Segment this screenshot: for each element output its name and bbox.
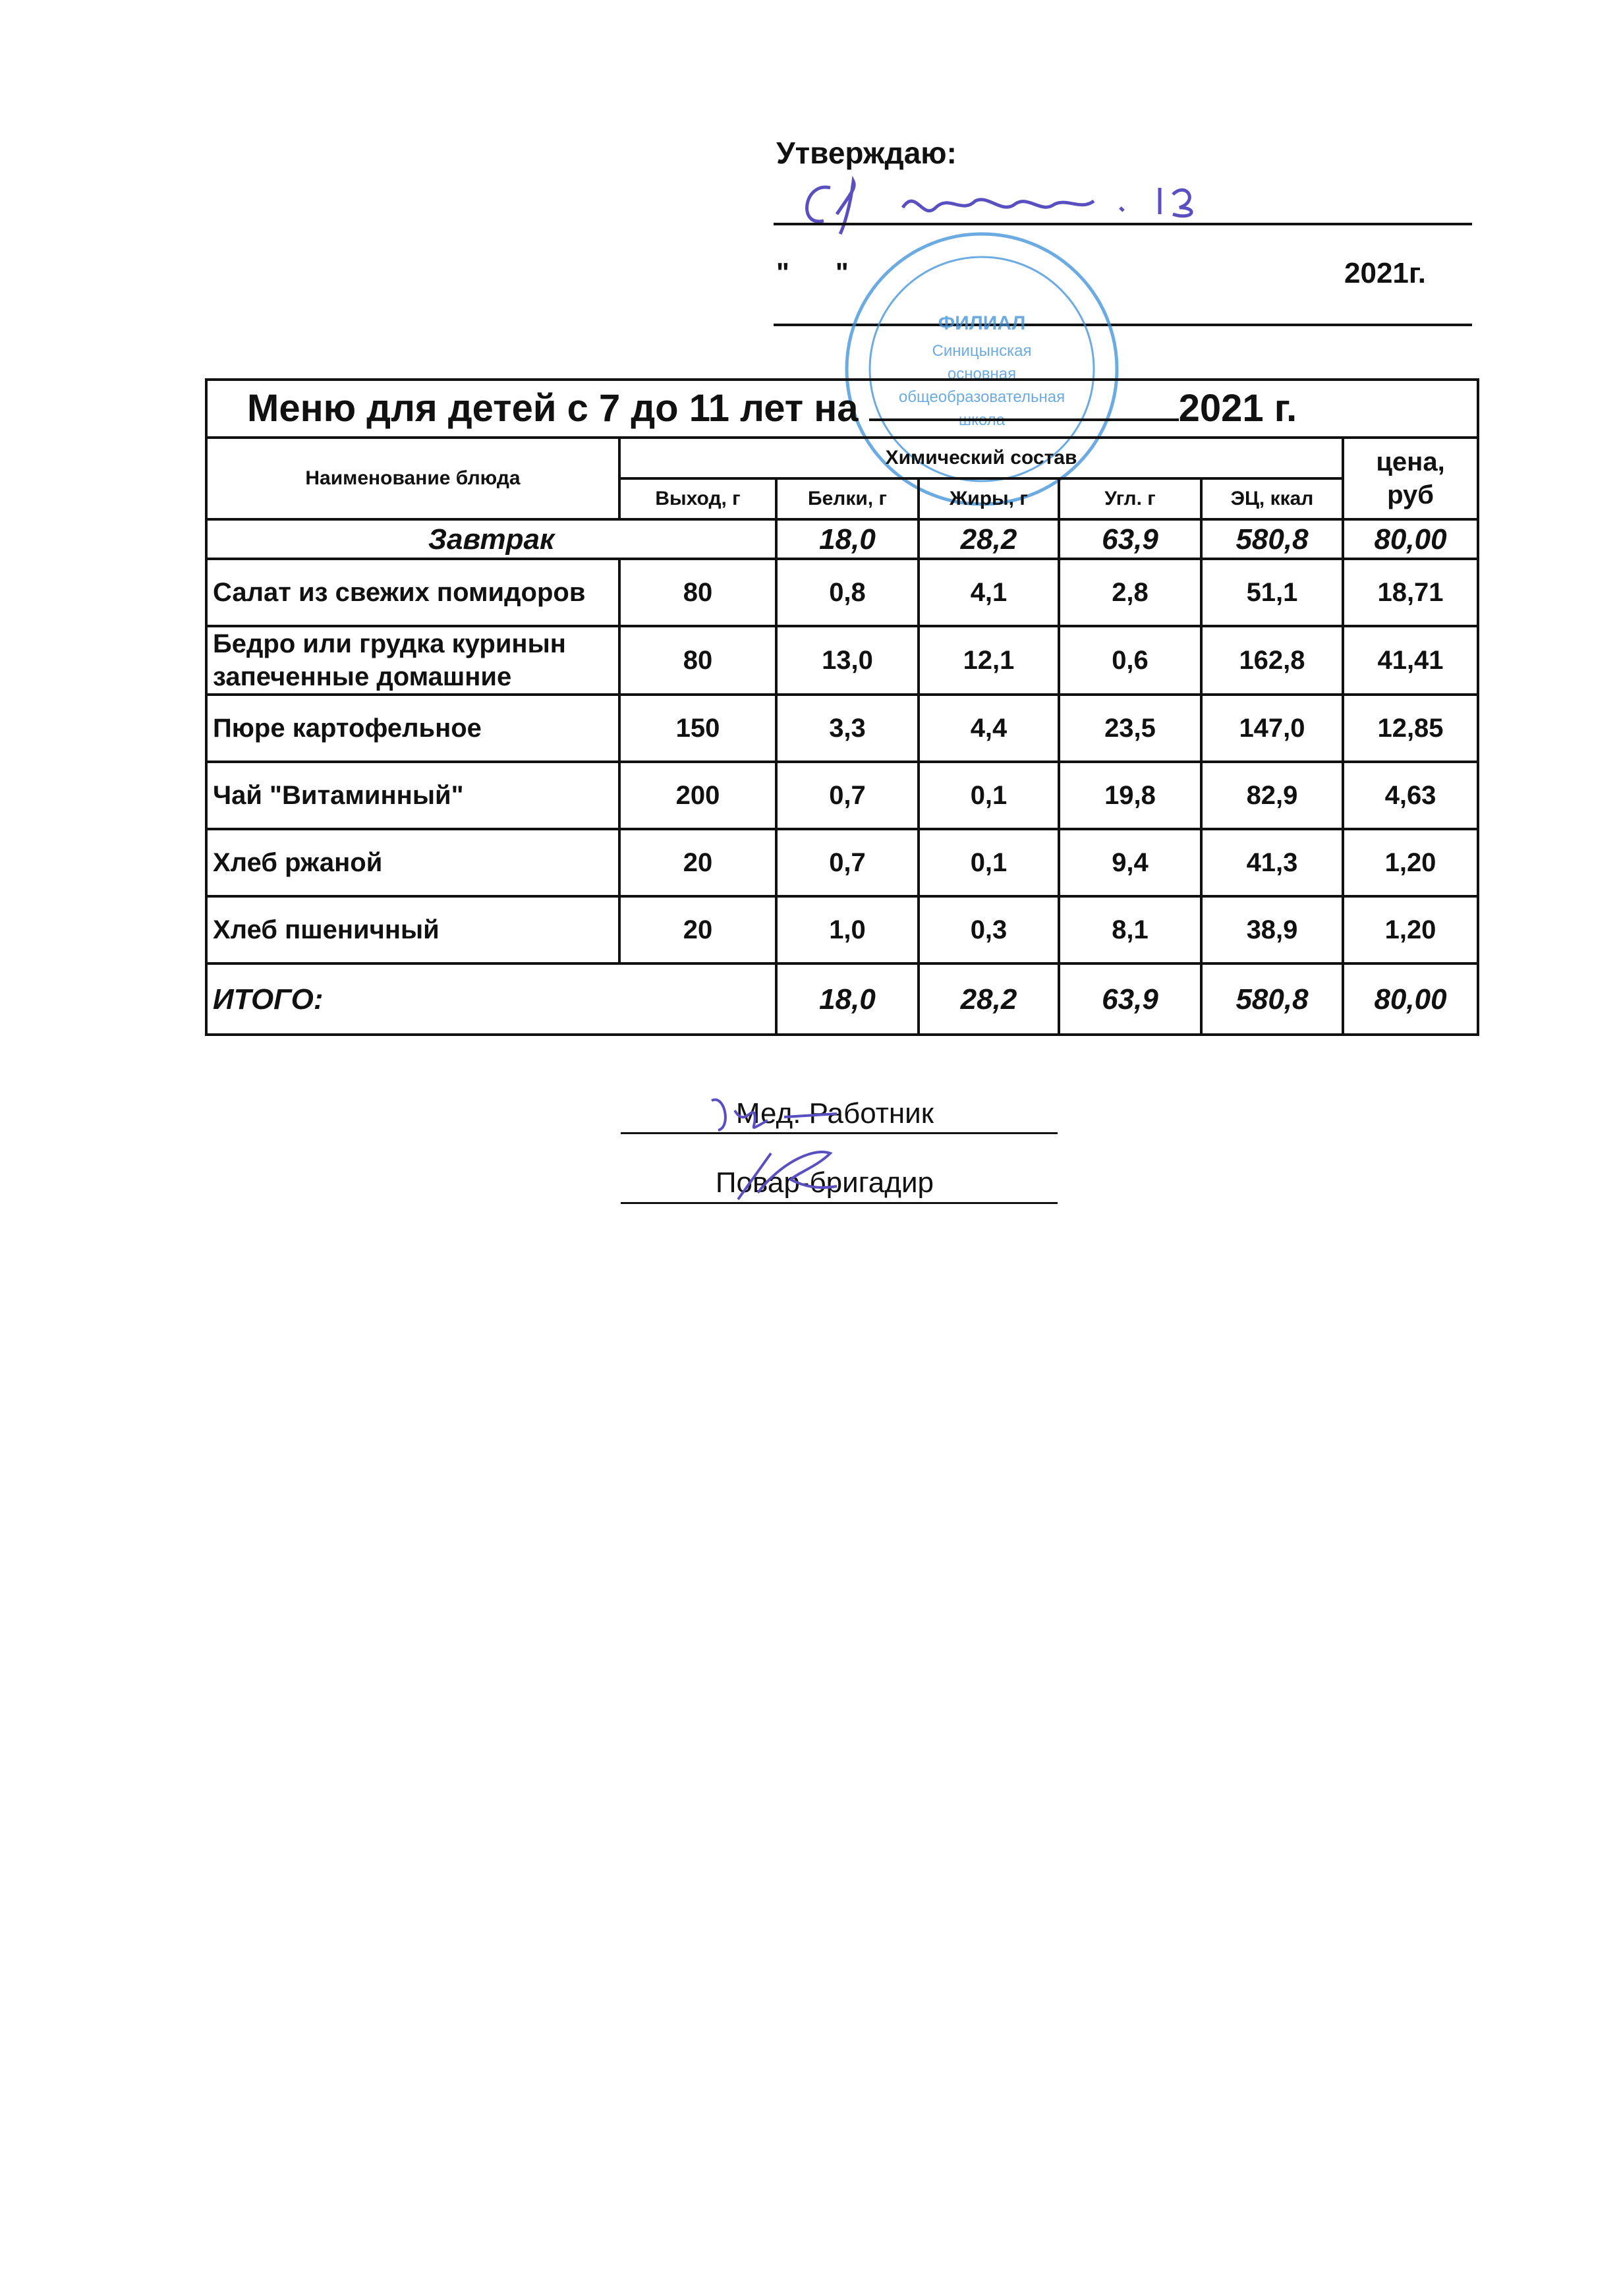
cell-yield: 20: [618, 895, 778, 965]
approval-year: 2021г.: [1344, 257, 1427, 289]
cell-carbs: 2,8: [1058, 558, 1203, 627]
cell-carbs: 19,8: [1058, 761, 1203, 830]
cell-energy: 162,8: [1200, 625, 1344, 696]
cell-price: 1,20: [1341, 828, 1480, 898]
director-signature: [805, 175, 1193, 235]
cell-protein: 1,0: [775, 895, 920, 965]
cell-name: Хлеб пшеничный: [205, 895, 621, 965]
table-row: Хлеб ржаной 20 0,7 0,1 9,4 41,3 1,20: [205, 828, 1480, 898]
cell-carbs: 8,1: [1058, 895, 1203, 965]
date-quotes: " ": [776, 257, 849, 288]
cell: 63,9: [1058, 518, 1203, 560]
cell: 28,2: [917, 962, 1060, 1036]
cell-carbs: 23,5: [1058, 693, 1203, 763]
cell-fat: 4,4: [917, 693, 1060, 763]
table-row: Салат из свежих помидоров 80 0,8 4,1 2,8 51,1…: [205, 558, 1480, 627]
stamp-line: ФИЛИАЛ: [938, 312, 1026, 334]
menu-table: Меню для детей с 7 до 11 лет на 2021 г. …: [204, 378, 1480, 1036]
date-blank: [868, 386, 1179, 421]
section-name: Завтрак: [205, 518, 778, 560]
cell-name: Салат из свежих помидоров: [205, 558, 621, 627]
cell: 28,2: [917, 518, 1060, 560]
cook-signature: [737, 1151, 838, 1201]
table-row: Пюре картофельное 150 3,3 4,4 23,5 147,0 12,85: [205, 693, 1480, 763]
title-row: Меню для детей с 7 до 11 лет на 2021 г.: [204, 378, 1480, 439]
header-yield: Выход, г: [618, 477, 778, 521]
cell: 80,00: [1341, 518, 1480, 560]
cell: 18,0: [775, 518, 920, 560]
cell-price: 18,71: [1341, 558, 1480, 627]
cell-price: 1,20: [1341, 895, 1480, 965]
date-line: [774, 324, 1472, 326]
cook-label: Повар-бригадир: [715, 1166, 934, 1199]
total-label: ИТОГО:: [205, 962, 778, 1036]
cell-protein: 0,7: [775, 828, 920, 898]
cell: 580,8: [1200, 962, 1344, 1036]
cell-yield: 80: [618, 558, 778, 627]
stamp-line: Синицынская: [932, 342, 1031, 360]
cell-yield: 200: [618, 761, 778, 830]
cell-name: Пюре картофельное: [205, 693, 621, 763]
cell-energy: 147,0: [1200, 693, 1344, 763]
cell-fat: 0,1: [917, 761, 1060, 830]
cell-protein: 0,8: [775, 558, 920, 627]
table-row: Чай "Витаминный" 200 0,7 0,1 19,8 82,9 4,63: [205, 761, 1480, 830]
total-row: ИТОГО: 18,0 28,2 63,9 580,8 80,00: [205, 962, 1480, 1036]
cell: 63,9: [1058, 962, 1203, 1036]
cell-protein: 3,3: [775, 693, 920, 763]
cell-price: 12,85: [1341, 693, 1480, 763]
cell-fat: 0,3: [917, 895, 1060, 965]
cell-energy: 82,9: [1200, 761, 1344, 830]
table-row: Хлеб пшеничный 20 1,0 0,3 8,1 38,9 1,20: [205, 895, 1480, 965]
cell: 18,0: [775, 962, 920, 1036]
table-row: Бедро или грудка куринын запеченные дома…: [205, 625, 1480, 696]
cell-fat: 12,1: [917, 625, 1060, 696]
header-row: Наименование блюда Химический состав цен…: [205, 436, 1480, 521]
cell-price: 41,41: [1341, 625, 1480, 696]
cell-name: Хлеб ржаной: [205, 828, 621, 898]
cell-protein: 0,7: [775, 761, 920, 830]
medic-signature: [711, 1098, 838, 1132]
cook-signature-line: [621, 1202, 1058, 1204]
header-fat: Жиры, г: [917, 477, 1060, 521]
cell-name: Чай "Витаминный": [205, 761, 621, 830]
cell-energy: 41,3: [1200, 828, 1344, 898]
section-row: Завтрак 18,0 28,2 63,9 580,8 80,00: [205, 518, 1480, 560]
cell-yield: 150: [618, 693, 778, 763]
cell-yield: 20: [618, 828, 778, 898]
menu-title: Меню для детей с 7 до 11 лет на 2021 г.: [204, 378, 1480, 439]
cell-fat: 4,1: [917, 558, 1060, 627]
cell-energy: 38,9: [1200, 895, 1344, 965]
cell-carbs: 9,4: [1058, 828, 1203, 898]
cell-carbs: 0,6: [1058, 625, 1203, 696]
cell: 80,00: [1341, 962, 1480, 1036]
approval-label: Утверждаю:: [776, 136, 957, 170]
cell-yield: 80: [618, 625, 778, 696]
header-row: Выход, г Белки, г Жиры, г Угл. г ЭЦ, кка…: [206, 477, 1478, 521]
cell-price: 4,63: [1341, 761, 1480, 830]
header-chem: Химический состав: [618, 436, 1344, 480]
cell: 580,8: [1200, 518, 1344, 560]
cell-fat: 0,1: [917, 828, 1060, 898]
header-energy: ЭЦ, ккал: [1200, 477, 1344, 521]
cell-protein: 13,0: [775, 625, 920, 696]
cell-energy: 51,1: [1200, 558, 1344, 627]
header-price: цена, руб: [1341, 436, 1480, 521]
header-carbs: Угл. г: [1058, 477, 1203, 521]
header-dish: Наименование блюда: [205, 436, 621, 521]
cell-name: Бедро или грудка куринын запеченные дома…: [205, 625, 621, 696]
signature-line: [774, 223, 1472, 225]
header-protein: Белки, г: [775, 477, 920, 521]
medic-signature-line: [621, 1132, 1058, 1134]
